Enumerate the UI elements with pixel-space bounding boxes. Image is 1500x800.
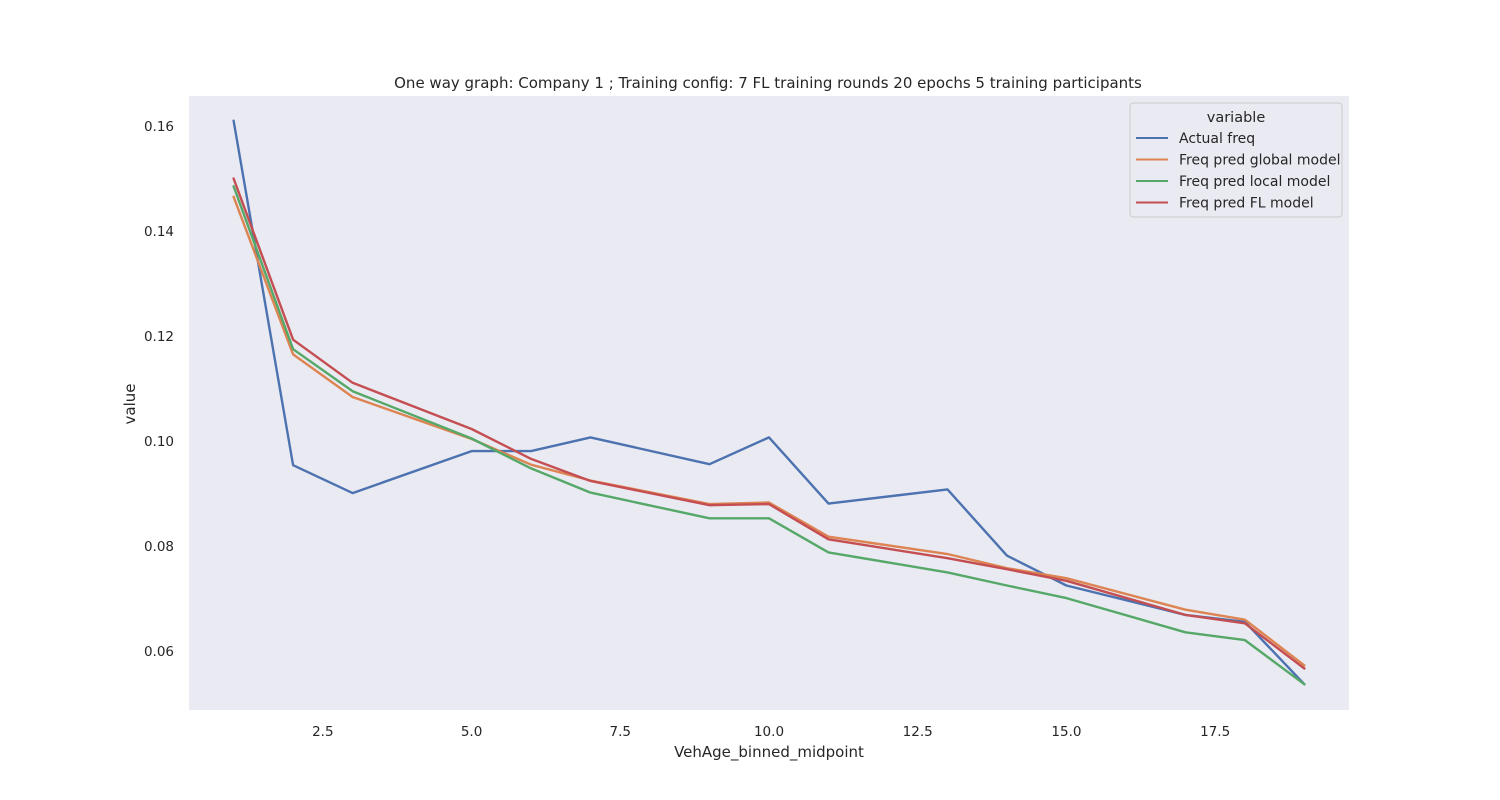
series-lines	[232, 119, 1306, 686]
x-tick-label: 2.5	[312, 724, 333, 740]
y-tick-label: 0.06	[144, 644, 174, 660]
y-tick-label: 0.10	[144, 434, 174, 450]
y-tick-label: 0.14	[144, 224, 174, 240]
y-axis-ticks: 0.06 0.08 0.10 0.12 0.14 0.16	[144, 119, 174, 660]
series-line-3	[232, 185, 1306, 686]
y-axis-label: value	[121, 384, 139, 425]
x-tick-label: 5.0	[461, 724, 482, 740]
x-axis-label: VehAge_binned_midpoint	[674, 743, 864, 762]
x-tick-label: 17.5	[1200, 724, 1230, 740]
series-line-4	[232, 177, 1306, 670]
series-line-1	[232, 119, 1306, 686]
legend-items: Actual freq Freq pred global model Freq pr…	[1136, 131, 1340, 212]
y-tick-label: 0.08	[144, 539, 174, 555]
legend: variable Actual freq Freq pred global mod…	[1129, 102, 1343, 218]
legend-title: variable	[1207, 110, 1266, 126]
series-line-2	[232, 195, 1306, 667]
legend-label: Freq pred local model	[1179, 174, 1330, 190]
legend-label: Actual freq	[1179, 131, 1255, 147]
x-tick-label: 12.5	[903, 724, 933, 740]
x-tick-label: 7.5	[610, 724, 631, 740]
legend-box	[1129, 102, 1343, 218]
x-tick-label: 10.0	[754, 724, 784, 740]
x-tick-label: 15.0	[1051, 724, 1081, 740]
chart-title: One way graph: Company 1 ; Training conf…	[394, 74, 1142, 92]
legend-label: Freq pred global model	[1179, 153, 1340, 169]
x-axis-ticks: 2.5 5.0 7.5 10.0 12.5 15.0 17.5	[312, 724, 1230, 740]
y-tick-label: 0.16	[144, 119, 174, 135]
y-tick-label: 0.12	[144, 329, 174, 345]
legend-label: Freq pred FL model	[1179, 196, 1314, 212]
